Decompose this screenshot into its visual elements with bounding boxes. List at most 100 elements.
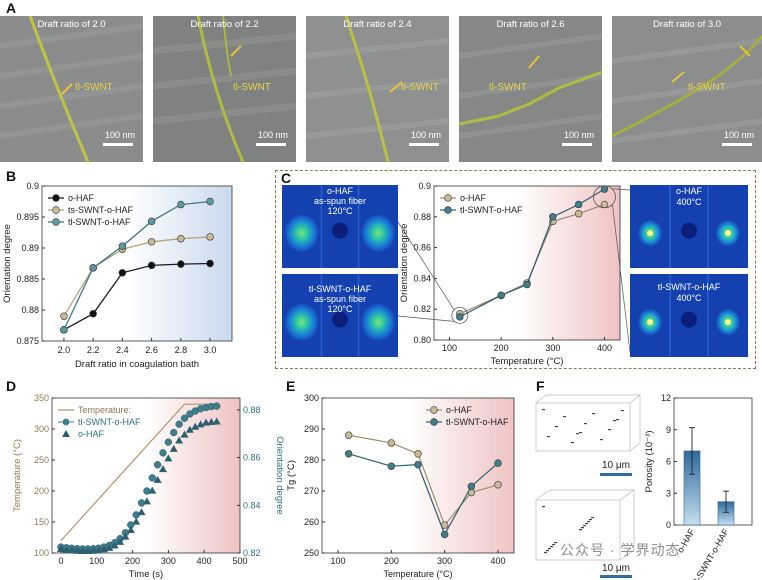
watermark: 公众号 · 学界动态 (560, 542, 681, 558)
heatmap-caption-line: o-HAF (326, 186, 353, 196)
arrow-icon (528, 55, 540, 69)
data-point (164, 438, 173, 446)
data-point (89, 264, 97, 272)
y-tick-label: 100 (34, 548, 49, 558)
data-point (344, 450, 353, 458)
x-tick-label: 100 (89, 556, 104, 566)
data-point (121, 532, 130, 540)
data-point (62, 545, 71, 553)
x-tick-label: 300 (437, 556, 452, 566)
data-point (169, 444, 178, 452)
x-tick-label: 500 (232, 556, 247, 566)
data-point (116, 537, 125, 545)
series-line-ts-SWNT-o-HAF (63, 236, 211, 317)
data-point (89, 546, 98, 554)
nanotube-line (612, 35, 762, 138)
x-tick-label: 100 (442, 343, 457, 353)
data-point (110, 541, 119, 549)
scale-bar (409, 143, 439, 146)
tem-texture-4 (459, 16, 602, 162)
panel-label-e: E (286, 378, 296, 394)
x-tick-label: 300 (161, 556, 176, 566)
y-tick-label: 6 (666, 457, 671, 467)
pore (579, 529, 582, 531)
data-point (126, 525, 135, 533)
data-point (67, 546, 76, 554)
y-tick-label: 260 (304, 517, 319, 527)
diffraction-spot (361, 214, 396, 252)
y-tick-label: 12 (661, 393, 671, 403)
pore (576, 433, 579, 435)
data-point (456, 313, 464, 321)
data-point (549, 213, 557, 221)
nanotube-line (196, 16, 245, 162)
plot-area (51, 397, 241, 554)
data-point (191, 422, 200, 430)
spot-core (647, 319, 654, 326)
x-tick-label: 3.0 (204, 345, 217, 355)
y-tick-label: 0.9 (418, 181, 431, 191)
pore (579, 432, 582, 434)
pore (613, 420, 616, 422)
beam-stop (332, 222, 348, 239)
tem-texture-5 (612, 16, 762, 162)
pore (589, 519, 592, 521)
heatmap-tlswnt-400 (630, 274, 748, 357)
pore (550, 546, 553, 548)
heatmap-caption-line: o-HAF (675, 186, 702, 196)
pore (592, 413, 595, 415)
data-point (494, 459, 502, 467)
pore (621, 410, 624, 412)
nanotube-line (459, 70, 602, 126)
data-point (142, 497, 151, 505)
scale-label: 100 nm (257, 130, 288, 140)
x-tick-label: 300 (545, 343, 560, 353)
series-line-o-HAF (63, 262, 211, 331)
x-axis-label: Temperature (°C) (383, 569, 452, 579)
y-tick-label: 0.82 (413, 304, 431, 314)
tem-texture-2 (153, 16, 296, 162)
pore (542, 506, 545, 508)
y-tick-label: 0.875 (16, 336, 39, 346)
y-tick-label: 0.84 (413, 273, 431, 283)
y2-tick-label: 0.88 (243, 405, 261, 415)
heatmap-caption-line: tl-SWNT-o-HAF (308, 284, 372, 294)
y-tick-label: 270 (304, 486, 319, 496)
y-tick-label: 0 (666, 520, 671, 530)
data-point (213, 402, 221, 410)
x-tick-label: 0 (58, 556, 63, 566)
heatmap-ohaf-120 (282, 185, 398, 268)
pore (542, 409, 545, 411)
legend-marker (444, 194, 452, 202)
diffraction-spot (284, 303, 319, 341)
data-point (180, 414, 189, 422)
panel-label-f: F (536, 378, 545, 394)
data-point (206, 233, 214, 241)
data-point (600, 185, 609, 193)
legend-label: ts-SWNT-o-HAF (68, 205, 133, 215)
tem-image-5: Draft ratio of 3.0 tl-SWNT 100 nm (612, 16, 762, 162)
panel-label-c: C (281, 170, 292, 186)
y-tick-label: 250 (34, 455, 49, 465)
y-axis-label: Orientation degree (2, 224, 13, 303)
data-point (147, 217, 156, 226)
x-tick-label: 2.4 (116, 345, 129, 355)
panel-label-b: B (6, 168, 17, 184)
legend-marker (62, 430, 70, 437)
pore (616, 419, 619, 421)
heatmap-tlswnt-120 (282, 274, 398, 357)
scale-bar (103, 143, 133, 146)
zoom-circle (451, 306, 469, 324)
legend-marker (52, 194, 60, 202)
arrow-icon (389, 81, 403, 93)
scale-bar-bottom (600, 575, 632, 578)
tem-caption: Draft ratio of 2.2 (190, 19, 259, 30)
x-tick-label: 400 (197, 556, 212, 566)
data-point (60, 312, 68, 320)
y-tick-label: 0.895 (16, 212, 39, 222)
diffraction-spot (361, 303, 396, 341)
scale-label: 100 nm (563, 130, 594, 140)
data-point (440, 530, 449, 539)
nanotube-label: tl-SWNT (401, 82, 439, 93)
chart-d: 0 100 200 300 400 500 100 150 200 250 300 350 0.82 0.… (12, 393, 285, 580)
